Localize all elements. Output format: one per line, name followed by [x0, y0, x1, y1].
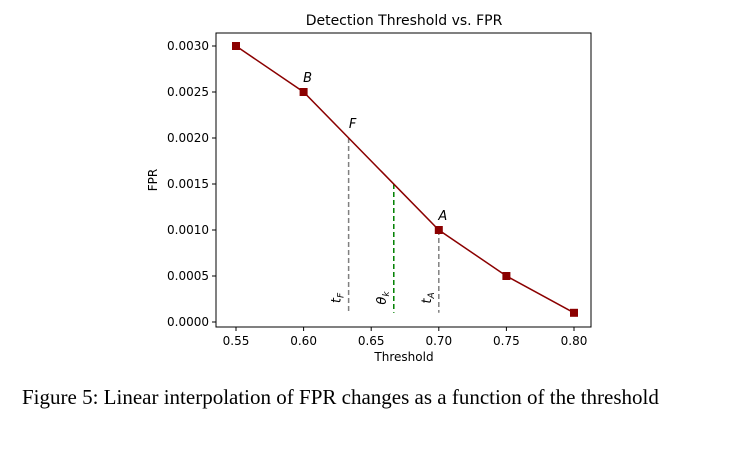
- figure-caption: Figure 5: Linear interpolation of FPR ch…: [22, 385, 659, 409]
- annotation-F: F: [349, 117, 357, 132]
- x-axis: 0.55 0.60 0.65 0.70 0.75 0.80: [223, 327, 588, 348]
- annotation-B: B: [303, 71, 312, 86]
- vline-label-sub: k: [382, 291, 392, 297]
- data-point: [570, 308, 578, 317]
- y-tick-label: 0.0030: [167, 39, 209, 53]
- y-tick-label: 0.0020: [167, 131, 209, 145]
- x-tick-label: 0.70: [425, 334, 452, 348]
- x-tick-label: 0.60: [290, 334, 317, 348]
- annotation-A: A: [437, 209, 447, 224]
- x-tick-label: 0.55: [223, 334, 250, 348]
- y-tick-label: 0.0010: [167, 223, 209, 237]
- x-tick-label: 0.75: [493, 334, 520, 348]
- vline-label-sub: A: [427, 292, 437, 299]
- point-annotations: B F A: [303, 71, 447, 224]
- y-axis-label: FPR: [146, 169, 160, 191]
- vline-label-t_A: tA: [420, 292, 437, 303]
- y-axis: 0.0000 0.0005 0.0010 0.0015 0.0020 0.0025 0.00…: [167, 39, 216, 329]
- data-point: [502, 272, 511, 280]
- vline-label-sub: F: [337, 292, 347, 298]
- chart: Detection Threshold vs. FPR 0.55 0.60 0.65…: [146, 13, 592, 364]
- y-tick-label: 0.0025: [167, 85, 209, 99]
- chart-title: Detection Threshold vs. FPR: [306, 13, 503, 29]
- data-point: [434, 226, 443, 234]
- y-tick-label: 0.0000: [167, 315, 209, 329]
- plot-frame: [215, 32, 592, 328]
- x-axis-label: Threshold: [373, 350, 433, 364]
- fpr-series: [232, 42, 578, 317]
- threshold-lines: tF θk tA: [330, 138, 440, 313]
- y-tick-label: 0.0015: [167, 177, 209, 191]
- data-point: [232, 42, 240, 50]
- fpr-line: [235, 45, 575, 314]
- x-tick-label: 0.80: [561, 334, 588, 348]
- vline-label-theta_k: θk: [375, 291, 392, 305]
- y-tick-label: 0.0005: [167, 269, 209, 283]
- data-point: [299, 88, 308, 96]
- x-tick-label: 0.65: [358, 334, 385, 348]
- vline-label-t_F: tF: [330, 292, 347, 303]
